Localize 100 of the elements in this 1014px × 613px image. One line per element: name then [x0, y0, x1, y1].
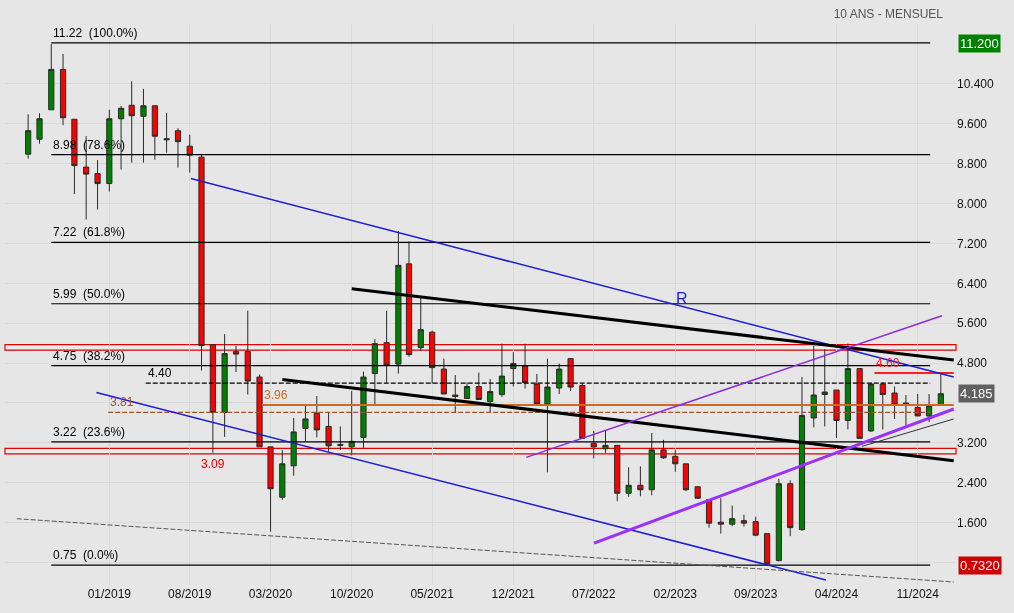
candlestick [48, 43, 55, 111]
candlestick [475, 372, 482, 400]
candlestick [810, 345, 817, 428]
candlestick [267, 446, 274, 533]
candlestick [25, 113, 32, 160]
candlestick [36, 112, 43, 145]
candlestick [740, 514, 748, 528]
candlestick [544, 358, 551, 473]
candlestick [533, 373, 540, 405]
candlestick [429, 330, 436, 385]
candlestick [867, 382, 875, 433]
series-label: 3.81 [110, 395, 134, 409]
x-tick-label: 09/2023 [734, 587, 778, 601]
annotation: 4.185 [960, 386, 993, 401]
x-tick-label: 03/2020 [248, 587, 293, 601]
candlestick [510, 351, 517, 388]
candlestick [602, 430, 609, 454]
candlestick [256, 374, 263, 448]
candlestick [371, 338, 378, 405]
series-label: 11.22 (100.0%) [53, 26, 138, 40]
candlestick [660, 439, 667, 460]
annotation: 11.200 [960, 36, 999, 51]
x-tick-label: 05/2021 [410, 587, 455, 601]
candlestick [682, 463, 690, 492]
candlestick [151, 104, 158, 161]
y-tick-label: 7.200 [957, 236, 988, 251]
series-label: 0.75 (0.0%) [53, 548, 119, 562]
y-tick-label: 6.400 [957, 276, 988, 291]
candlestick [302, 405, 309, 442]
candlestick [902, 394, 910, 426]
candlestick [590, 430, 597, 459]
candlestick [140, 88, 147, 164]
x-tick-label: 10/2020 [330, 587, 374, 601]
y-tick-label: 3.200 [957, 436, 988, 451]
series-label: 4.40 [148, 366, 172, 380]
x-tick-label: 01/2019 [87, 587, 132, 601]
series-label: 4.75 (38.2%) [53, 349, 126, 363]
candlestick [395, 230, 402, 375]
y-tick-label: 10.400 [957, 77, 995, 92]
y-tick-label: 8.800 [957, 156, 988, 171]
candlestick [775, 478, 782, 563]
candlestick [487, 378, 494, 413]
candlestick [891, 386, 898, 420]
candlestick [405, 240, 413, 358]
candlestick [625, 466, 632, 498]
candlestick [452, 374, 459, 413]
candlestick [821, 348, 828, 427]
band-label: 3.09 [201, 457, 225, 471]
candlestick [232, 345, 240, 373]
candlestick [128, 80, 135, 164]
candlestick [694, 485, 701, 500]
candlestick [844, 343, 851, 430]
candlestick [325, 411, 332, 452]
candlestick [198, 153, 205, 372]
candlestick [313, 395, 320, 438]
y-tick-label: 2.400 [957, 475, 988, 490]
y-tick-label: 9.600 [957, 116, 988, 131]
candlestick [614, 444, 621, 502]
candlestick [279, 449, 286, 501]
y-tick-label: 1.600 [957, 515, 988, 530]
candlestick [914, 393, 921, 417]
x-tick-label: 11/2024 [896, 587, 940, 601]
annotation: 0.7320 [960, 558, 1000, 573]
candlestick [879, 382, 886, 430]
candlestick [833, 389, 840, 439]
candlestick [798, 376, 806, 532]
candlestick [567, 358, 574, 392]
candlestick [763, 533, 771, 567]
candlestick [637, 465, 644, 497]
candlestick [417, 295, 424, 352]
series-label: 3.96 [264, 388, 288, 402]
candlestick [556, 363, 563, 395]
chart-title: 10 ANS - MENSUEL [833, 6, 944, 21]
series-label: 7.22 (61.8%) [53, 225, 126, 239]
candlestick [856, 368, 863, 439]
x-tick-label: 08/2019 [168, 587, 212, 601]
candlestick [498, 343, 506, 398]
x-tick-label: 02/2023 [653, 587, 698, 601]
candlestick [440, 358, 447, 395]
candlestick [59, 53, 67, 126]
candlestick [672, 449, 679, 473]
series-label: 3.22 (23.6%) [53, 425, 126, 439]
annotation: R [676, 290, 688, 307]
candlestick [648, 432, 655, 496]
candlestick [787, 479, 794, 537]
series-label: 5.99 (50.0%) [53, 287, 126, 301]
y-tick-label: 4.800 [957, 356, 988, 371]
candlestick [94, 159, 101, 210]
candlestick [186, 134, 193, 174]
candlestick [244, 310, 251, 396]
x-tick-label: 07/2022 [572, 587, 616, 601]
y-tick-label: 8.000 [957, 196, 988, 211]
candlestick [174, 127, 182, 169]
candlestick [729, 505, 736, 527]
candlestick [717, 497, 724, 535]
candlestick [463, 382, 471, 399]
candlestick [337, 425, 344, 451]
candlestick [705, 499, 713, 529]
candlestick [521, 343, 529, 390]
candlestick [383, 310, 390, 384]
